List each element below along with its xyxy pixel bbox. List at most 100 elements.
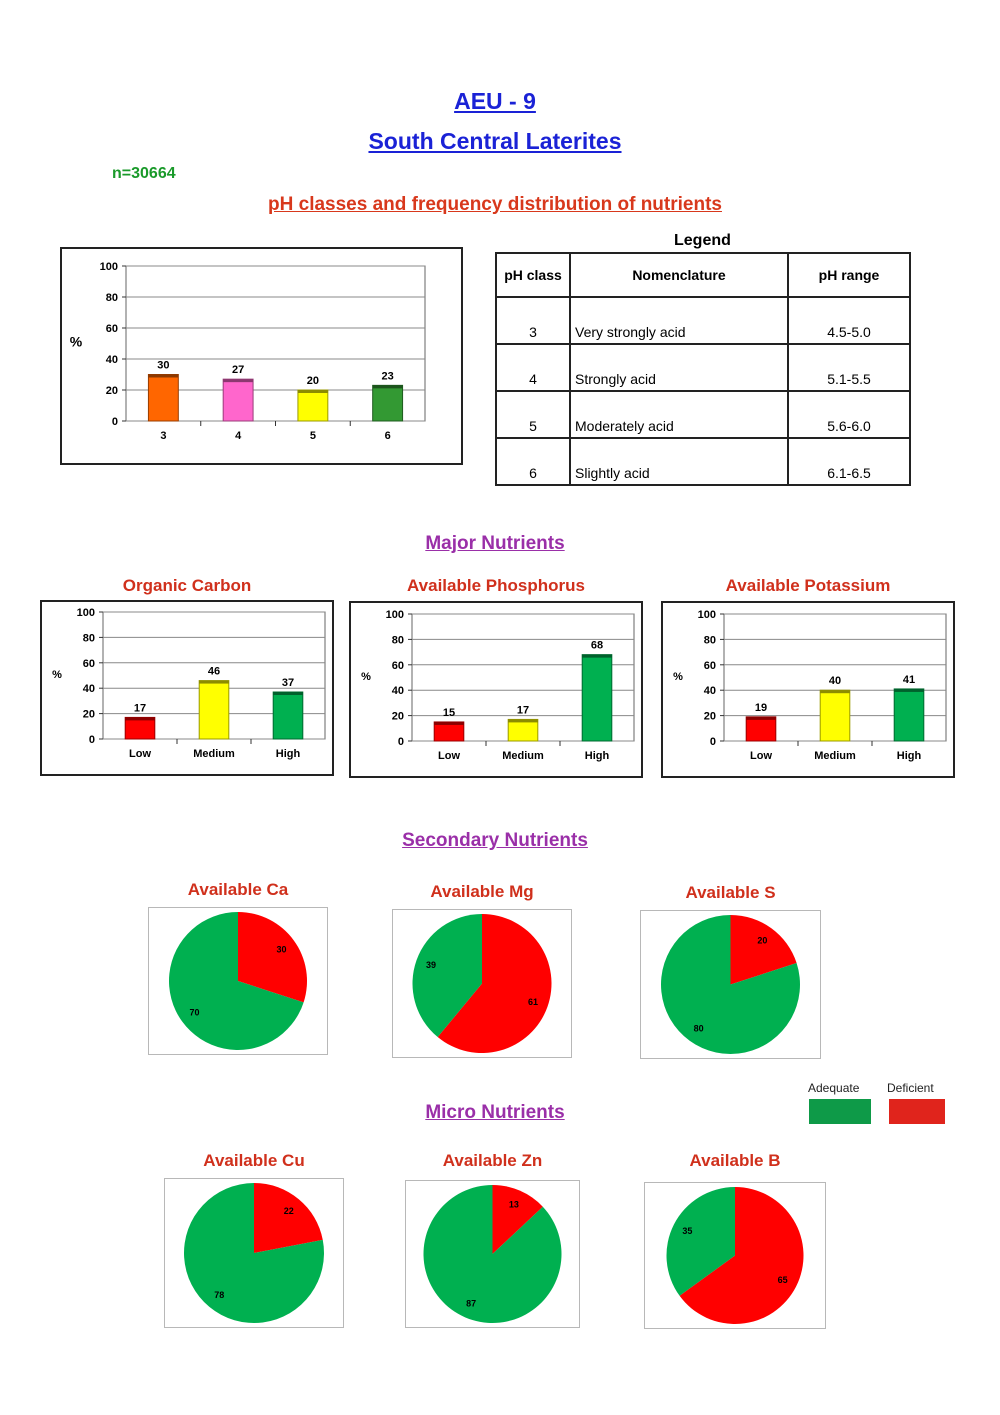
- legend-cell-range: 4.5-5.0: [787, 296, 911, 345]
- cu-pie-frame: 22 78: [164, 1178, 344, 1328]
- x-tick-label: Medium: [193, 748, 235, 760]
- y-axis-label: %: [70, 334, 83, 350]
- mg-chart-title: Available Mg: [430, 882, 534, 901]
- oc-bar-chart: 0 20 40 60 80 100% 17 Low 46 Medium 37 High: [52, 607, 326, 760]
- y-tick-label: 0: [89, 734, 95, 746]
- major-nutrients-title: Major Nutrients: [425, 533, 565, 554]
- legend-cell-range: 5.1-5.5: [787, 343, 911, 392]
- bar-top-edge: [148, 374, 179, 378]
- legend-cell-name: Strongly acid: [569, 343, 789, 392]
- ca-chart-title: Available Ca: [187, 880, 289, 899]
- bar-top-edge: [273, 692, 303, 696]
- sample-size: n=30664: [112, 165, 176, 182]
- bar-5: [297, 389, 329, 422]
- page-title[interactable]: AEU - 9: [454, 88, 536, 114]
- k-chart-frame: 0 20 40 60 80 100% 19 Low 40 Medium 41 High: [661, 601, 955, 778]
- pie-data-label: 13: [509, 1200, 519, 1210]
- deficient-key-swatch: [889, 1099, 945, 1124]
- y-tick-label: 80: [392, 634, 404, 646]
- zn-pie-chart: 13 87: [423, 1185, 562, 1323]
- bar-low: [124, 716, 156, 740]
- ph-section-title: pH classes and frequency distribution of…: [268, 194, 722, 215]
- x-tick-label: 3: [160, 430, 166, 442]
- legend-table: pH class Nomenclature pH range 3 Very st…: [495, 252, 911, 486]
- bar-high: [581, 654, 613, 742]
- p-bar-chart: 0 20 40 60 80 100% 15 Low 17 Medium 68 High: [361, 609, 635, 762]
- data-label: 17: [517, 704, 529, 716]
- pie-slice-adequate: [168, 912, 304, 1050]
- bar-4: [222, 378, 254, 422]
- y-tick-label: 80: [106, 292, 118, 304]
- p-chart-frame: 0 20 40 60 80 100% 15 Low 17 Medium 68 High: [349, 601, 643, 778]
- pie-data-label: 80: [694, 1023, 704, 1033]
- bar-3: [147, 374, 179, 422]
- s-chart-title: Available S: [685, 883, 776, 902]
- legend-cell-name: Very strongly acid: [569, 296, 789, 345]
- x-tick-label: Medium: [814, 750, 856, 762]
- y-tick-label: 80: [83, 632, 95, 644]
- legend-cell-class: 5: [495, 390, 571, 439]
- pie-data-label: 22: [284, 1206, 294, 1216]
- data-label: 27: [232, 364, 244, 376]
- pie-data-label: 35: [682, 1226, 692, 1236]
- data-label: 17: [134, 702, 146, 714]
- pie-slice-adequate: [412, 914, 482, 1038]
- pie-data-label: 65: [778, 1275, 788, 1285]
- pie-slice-deficient: [437, 914, 552, 1053]
- adequate-key-label: Adequate: [808, 1081, 860, 1095]
- data-label: 19: [755, 702, 767, 714]
- b-pie-chart: 65 35: [666, 1187, 804, 1324]
- x-tick-label: Low: [129, 748, 151, 760]
- bar-top-edge: [199, 680, 229, 684]
- legend-title: Legend: [674, 232, 731, 249]
- y-tick-label: 60: [704, 660, 716, 672]
- bar-low: [745, 716, 777, 742]
- cu-chart-title: Available Cu: [203, 1151, 305, 1170]
- zn-chart-title: Available Zn: [442, 1151, 543, 1170]
- k-chart-title: Available Potassium: [725, 576, 891, 595]
- zn-pie-frame: 13 87: [405, 1180, 580, 1328]
- micro-nutrients-title: Micro Nutrients: [425, 1102, 565, 1123]
- bar-top-edge: [434, 721, 464, 725]
- ph-bar-chart: 0 20 40 60 80 100% 30 3 27 4 20 5 23 6: [70, 261, 426, 442]
- data-label: 46: [208, 666, 220, 678]
- x-tick-label: Medium: [502, 750, 544, 762]
- bar-top-edge: [508, 719, 538, 723]
- pie-slice-deficient: [254, 1183, 323, 1253]
- y-axis-label: %: [673, 671, 683, 683]
- y-tick-label: 20: [106, 385, 118, 397]
- y-tick-label: 0: [112, 416, 118, 428]
- y-axis-label: %: [52, 669, 62, 681]
- pie-slice-adequate: [666, 1187, 735, 1296]
- x-tick-label: Low: [750, 750, 772, 762]
- k-bar-chart: 0 20 40 60 80 100% 19 Low 40 Medium 41 High: [673, 609, 947, 762]
- y-tick-label: 20: [83, 709, 95, 721]
- data-label: 40: [829, 675, 841, 687]
- bar-high: [893, 688, 925, 742]
- legend-cell-name: Slightly acid: [569, 437, 789, 486]
- legend-row: 6 Slightly acid 6.1-6.5: [495, 437, 911, 486]
- pie-data-label: 70: [189, 1008, 199, 1018]
- pie-slice-deficient: [730, 915, 797, 985]
- bar-top-edge: [746, 716, 776, 720]
- x-tick-label: High: [897, 750, 922, 762]
- pie-data-label: 20: [757, 936, 767, 946]
- ph-chart-frame: 0 20 40 60 80 100% 30 3 27 4 20 5 23 6: [60, 247, 463, 465]
- pie-data-label: 39: [426, 960, 436, 970]
- legend-header-phrange: pH range: [787, 252, 911, 298]
- bar-medium: [198, 680, 230, 740]
- bar-6: [372, 384, 404, 422]
- pie-data-label: 78: [214, 1290, 224, 1300]
- pie-slice-deficient: [492, 1185, 543, 1254]
- bar-high: [272, 691, 304, 740]
- y-tick-label: 100: [77, 607, 95, 619]
- page-subtitle[interactable]: South Central Laterites: [368, 128, 622, 154]
- y-tick-label: 60: [83, 658, 95, 670]
- y-tick-label: 100: [698, 609, 716, 621]
- x-tick-label: 5: [310, 430, 316, 442]
- pie-data-label: 87: [466, 1298, 476, 1308]
- pie-data-label: 61: [528, 997, 538, 1007]
- y-tick-label: 100: [386, 609, 404, 621]
- mg-pie-frame: 61 39: [392, 909, 572, 1058]
- y-tick-label: 40: [392, 685, 404, 697]
